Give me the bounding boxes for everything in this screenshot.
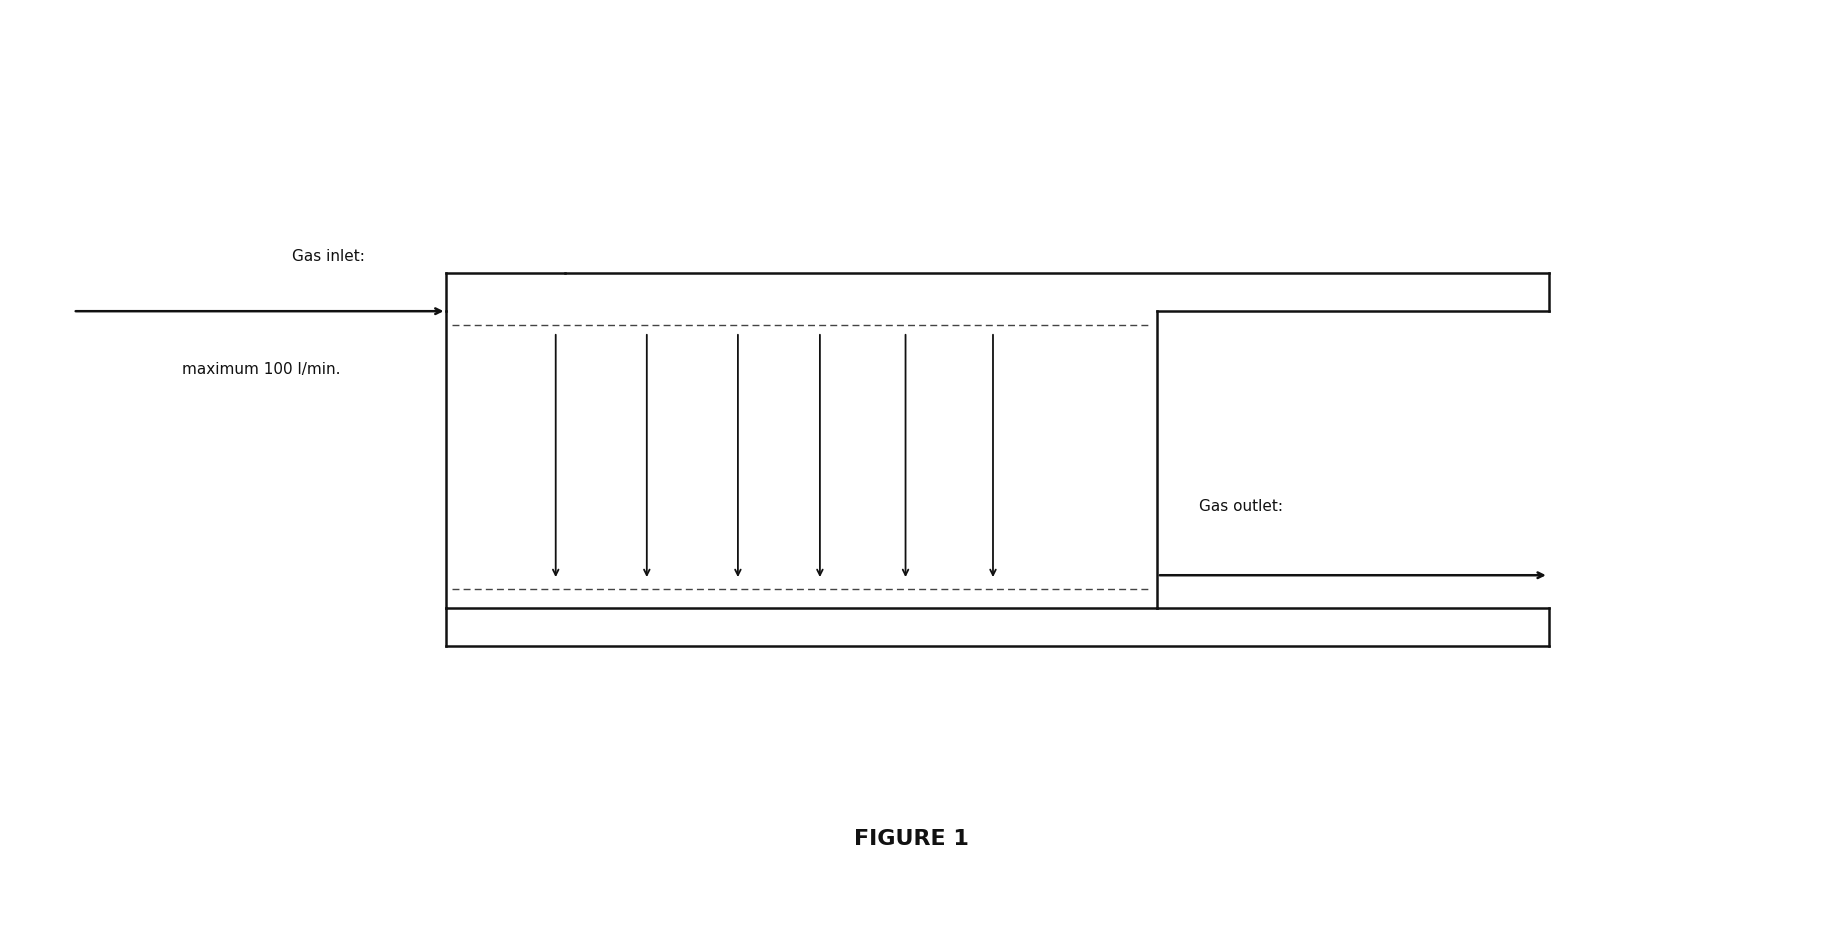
Text: Gas outlet:: Gas outlet: [1199, 499, 1283, 514]
Text: Gas inlet:: Gas inlet: [292, 249, 364, 264]
Text: FIGURE 1: FIGURE 1 [853, 829, 969, 849]
Text: maximum 100 l/min.: maximum 100 l/min. [182, 362, 341, 377]
